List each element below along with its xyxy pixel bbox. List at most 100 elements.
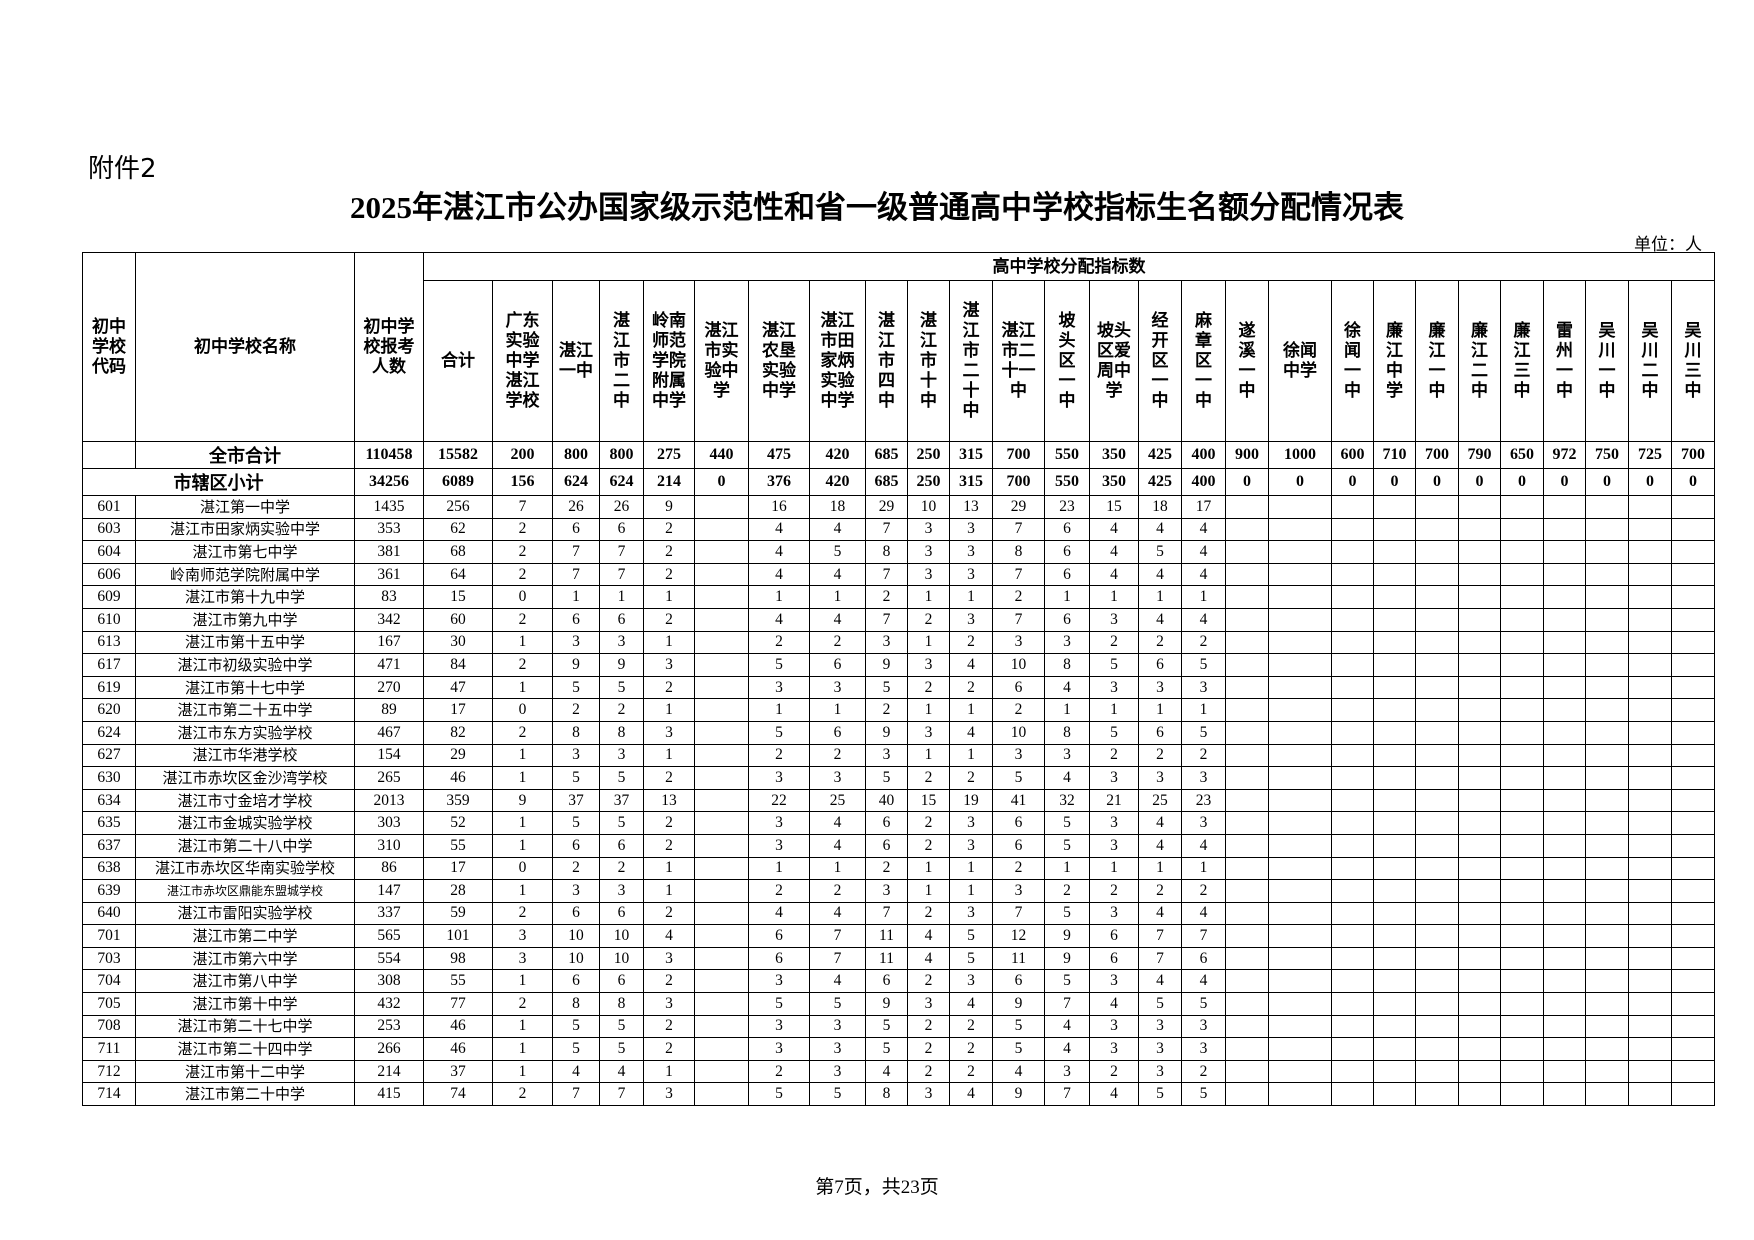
quota-cell: 6 — [809, 653, 866, 677]
table-row: 601 湛江第一中学 1435 256 7 26 26 9 16 18 29 10 13 29 23 15 18… — [82, 495, 1716, 519]
empty-cell — [1331, 630, 1374, 655]
empty-cell — [1225, 1082, 1269, 1107]
table-row: 627 湛江市华港学校 154 29 1 3 3 1 2 2 3 1 1 3 3 2 2 2 — [82, 743, 1716, 768]
empty-cell — [1373, 630, 1416, 655]
empty-cell — [1458, 607, 1501, 632]
empty-cell — [1543, 1037, 1586, 1061]
empty-cell — [1670, 1059, 1716, 1084]
quota-cell: 7 — [809, 946, 866, 971]
empty-cell — [1670, 811, 1716, 835]
school-name: 湛江市第二十八中学 — [135, 833, 355, 858]
quota-cell: 2 — [949, 1059, 993, 1084]
quota-cell: 9 — [552, 653, 600, 677]
header-school: 湛江 市二 十一 中 — [992, 280, 1045, 442]
empty-cell — [1268, 1037, 1332, 1061]
exam-count: 86 — [354, 856, 424, 881]
totals-cell: 475 — [748, 441, 810, 469]
quota-cell: 4 — [1138, 901, 1182, 926]
header-school: 吴 川 一 中 — [1585, 280, 1629, 442]
empty-cell — [1373, 1037, 1416, 1061]
totals-cell: 0 — [1331, 468, 1374, 496]
quota-cell: 4 — [1181, 607, 1226, 632]
exam-count: 270 — [354, 675, 424, 700]
quota-cell: 2 — [492, 607, 553, 632]
quota-cell: 9 — [992, 1082, 1045, 1107]
empty-cell — [1331, 766, 1374, 790]
school-name: 湛江市第二十四中学 — [135, 1037, 355, 1061]
empty-cell — [1331, 495, 1374, 519]
empty-cell — [1585, 1037, 1629, 1061]
quota-cell — [694, 811, 749, 835]
quota-cell: 3 — [1138, 1037, 1182, 1061]
empty-cell — [1331, 743, 1374, 768]
totals-cell: 710 — [1373, 441, 1416, 469]
quota-cell: 2 — [748, 743, 810, 768]
quota-cell: 2 — [492, 562, 553, 587]
quota-cell: 1 — [492, 766, 553, 790]
empty-cell — [1670, 562, 1716, 587]
quota-cell: 41 — [992, 788, 1045, 813]
quota-cell: 2 — [907, 969, 950, 994]
empty-cell — [1415, 1059, 1459, 1084]
quota-cell: 3 — [949, 969, 993, 994]
totals-cell: 275 — [643, 441, 695, 469]
empty-cell — [1415, 833, 1459, 858]
quota-cell: 2 — [992, 585, 1045, 609]
empty-cell — [1415, 1082, 1459, 1107]
quota-cell: 5 — [865, 1037, 908, 1061]
quota-cell: 6 — [992, 969, 1045, 994]
quota-cell: 1 — [1181, 585, 1226, 609]
header-school: 遂 溪 一 中 — [1225, 280, 1269, 442]
quota-cell: 6 — [599, 517, 644, 542]
empty-cell — [1543, 607, 1586, 632]
empty-cell — [1585, 1082, 1629, 1107]
totals-cell: 400 — [1181, 441, 1226, 469]
quota-cell: 4 — [1181, 969, 1226, 994]
quota-cell: 7 — [865, 517, 908, 542]
empty-cell — [1458, 517, 1501, 542]
quota-cell: 3 — [992, 743, 1045, 768]
quota-cell — [694, 540, 749, 564]
exam-count: 303 — [354, 811, 424, 835]
empty-cell — [1225, 720, 1269, 745]
quota-cell: 5 — [949, 924, 993, 948]
quota-cell — [694, 720, 749, 745]
empty-cell — [1585, 924, 1629, 948]
totals-cell: 0 — [1585, 468, 1629, 496]
empty-cell — [1670, 879, 1716, 903]
quota-cell — [694, 1059, 749, 1084]
school-name: 湛江市第二十五中学 — [135, 698, 355, 722]
quota-cell: 2 — [907, 607, 950, 632]
quota-cell: 3 — [1044, 743, 1090, 768]
school-name: 湛江市初级实验中学 — [135, 653, 355, 677]
quota-cell: 1 — [492, 879, 553, 903]
quota-cell: 4 — [1181, 833, 1226, 858]
empty-cell — [1670, 856, 1716, 881]
empty-cell — [1373, 856, 1416, 881]
school-code: 603 — [82, 517, 136, 542]
quota-cell: 5 — [1089, 653, 1139, 677]
school-code: 634 — [82, 788, 136, 813]
empty-cell — [1543, 675, 1586, 700]
empty-cell — [1628, 946, 1672, 971]
empty-cell — [1331, 833, 1374, 858]
school-code: 635 — [82, 811, 136, 835]
school-code: 601 — [82, 495, 136, 519]
empty-cell — [1543, 901, 1586, 926]
empty-cell — [1415, 495, 1459, 519]
quota-cell: 68 — [423, 540, 493, 564]
quota-cell: 1 — [1089, 585, 1139, 609]
totals-cell: 420 — [809, 468, 866, 496]
quota-cell: 2 — [643, 901, 695, 926]
school-name: 湛江市第十七中学 — [135, 675, 355, 700]
empty-cell — [1458, 653, 1501, 677]
school-code: 639 — [82, 879, 136, 903]
table-row: 704 湛江市第八中学 308 55 1 6 6 2 3 4 6 2 3 6 5 3 4 4 — [82, 969, 1716, 994]
quota-cell: 3 — [865, 879, 908, 903]
quota-cell: 5 — [748, 653, 810, 677]
school-name: 湛江市第六中学 — [135, 946, 355, 971]
quota-cell: 52 — [423, 811, 493, 835]
totals-cell: 0 — [1225, 468, 1269, 496]
quota-cell: 2 — [492, 1082, 553, 1107]
empty-cell — [1585, 517, 1629, 542]
